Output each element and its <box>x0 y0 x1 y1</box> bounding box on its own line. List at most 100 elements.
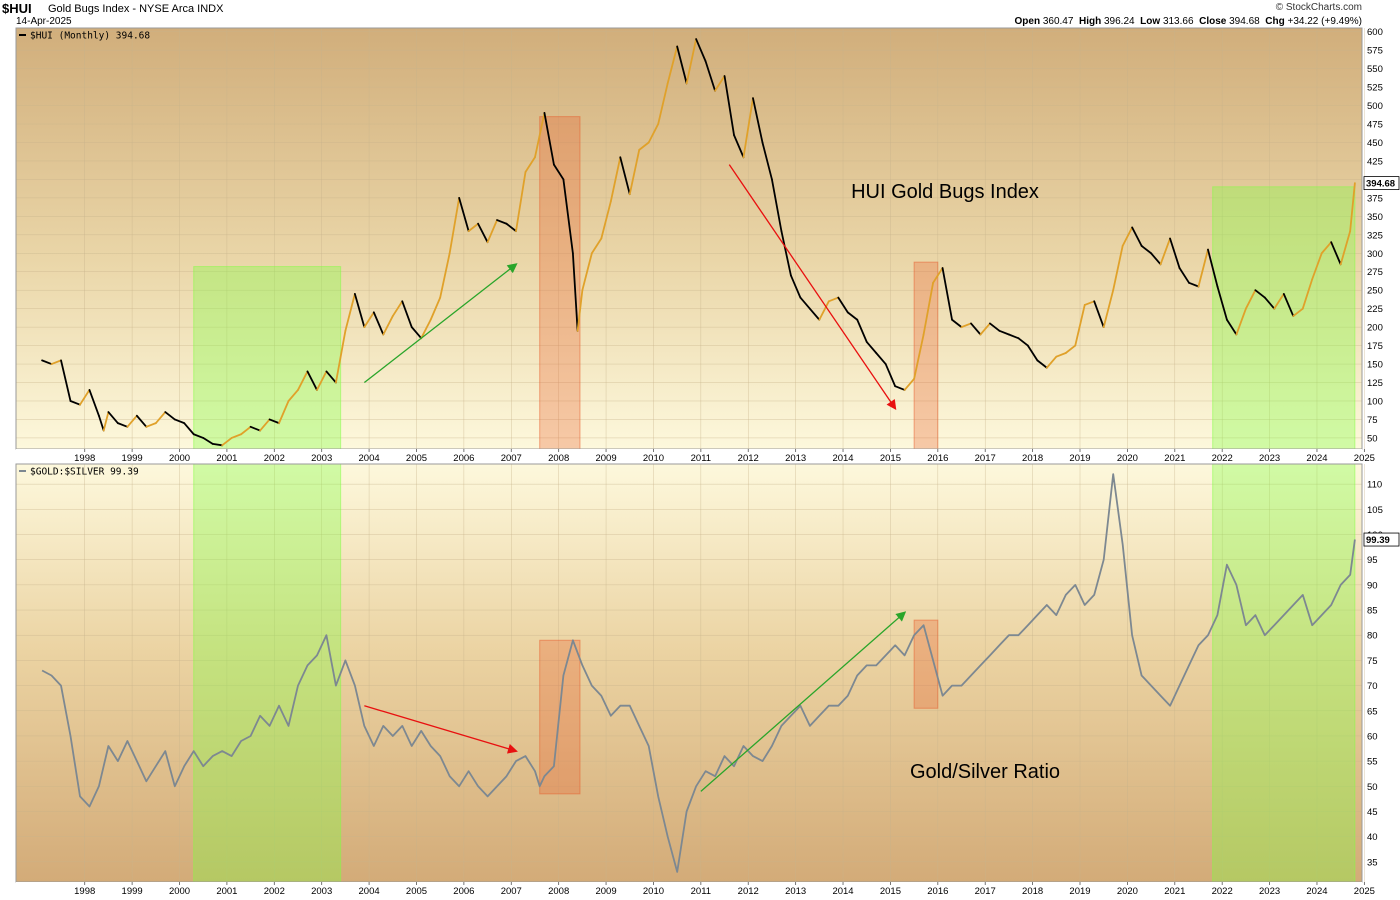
ratio-x-tick-label: 2025 <box>1354 886 1375 897</box>
hui-line-segment <box>363 311 375 329</box>
hui-line-segment <box>410 326 423 340</box>
hui-line-segment <box>1207 248 1219 288</box>
hui-line-segment <box>1263 296 1276 310</box>
hui-line-segment <box>1235 307 1247 336</box>
ratio-y-tick-label: 60 <box>1367 731 1378 742</box>
hui-line-segment <box>571 252 579 332</box>
hui-line-segment <box>515 171 527 233</box>
hui-line-segment <box>1112 244 1124 292</box>
hui-line-segment <box>420 318 432 340</box>
hui-line-segment <box>88 389 100 417</box>
hui-line-segment <box>1330 241 1342 266</box>
hui-line-segment <box>989 322 1001 332</box>
hui-line-segment <box>1188 281 1200 288</box>
hui-line-segment <box>534 112 546 159</box>
hui-line-segment <box>837 296 849 314</box>
ratio-x-tick-label: 2002 <box>264 886 285 897</box>
ratio-y-tick-label: 80 <box>1367 631 1378 642</box>
hui-line-segment <box>41 359 53 365</box>
hui-line-segment <box>1178 267 1190 284</box>
hui-line-segment <box>240 425 252 436</box>
ratio-y-tick-label: 40 <box>1367 832 1378 843</box>
hui-y-tick-label: 600 <box>1367 27 1383 38</box>
hui-line-segment <box>1216 285 1228 321</box>
ratio-x-tick-label: 2017 <box>975 886 996 897</box>
hui-x-tick-label: 2020 <box>1117 453 1138 464</box>
hui-y-tick-label: 150 <box>1367 360 1383 371</box>
ratio-x-tick-label: 2006 <box>453 886 474 897</box>
ratio-line <box>41 473 1356 873</box>
ratio-panel: 3540455055606570758085909510010511099.39… <box>15 463 1400 898</box>
hui-x-tick-label: 2021 <box>1164 453 1185 464</box>
ratio-x-tick-label: 2001 <box>216 886 237 897</box>
ratio-x-tick-label: 1999 <box>122 886 143 897</box>
ratio-last-value-badge <box>1363 532 1400 547</box>
ratio-x-tick-label: 2016 <box>927 886 948 897</box>
hui-y-tick-label: 250 <box>1367 286 1383 297</box>
hui-line-segment <box>344 292 356 332</box>
hui-line-segment <box>316 370 328 391</box>
hui-y-tick-label: 225 <box>1367 304 1383 315</box>
hui-green-zone <box>1212 186 1356 450</box>
hui-y-tick-label: 425 <box>1367 156 1383 167</box>
close-label: Close <box>1199 16 1227 27</box>
hui-x-tick-label: 2006 <box>453 453 474 464</box>
hui-x-tick-label: 2008 <box>548 453 569 464</box>
hui-line-segment <box>372 311 385 336</box>
hui-line-segment <box>1064 344 1077 354</box>
hui-line-segment <box>553 163 565 181</box>
brand-label: © StockCharts.com <box>1275 2 1362 13</box>
hui-line-segment <box>638 141 650 151</box>
ratio-y-tick-label: 70 <box>1367 681 1378 692</box>
hui-line-segment <box>102 411 110 432</box>
hui-line-segment <box>733 134 745 159</box>
hui-line-segment <box>183 422 195 436</box>
hui-line-segment <box>524 156 536 173</box>
ratio-x-tick-label: 2013 <box>785 886 806 897</box>
hui-line-segment <box>211 442 224 447</box>
hui-x-tick-label: 2002 <box>264 453 285 464</box>
hui-y-tick-label: 50 <box>1367 433 1378 444</box>
hui-y-tick-label: 275 <box>1367 267 1383 278</box>
ratio-y-tick-label: 55 <box>1367 757 1378 768</box>
ratio-y-tick-label: 95 <box>1367 555 1378 566</box>
hui-line-segment <box>467 222 479 233</box>
hui-line-segment <box>173 418 186 425</box>
ratio-x-tick-label: 2004 <box>359 886 380 897</box>
hui-line-segment <box>562 178 574 255</box>
ohlc-readout: Open 360.47 High 396.24 Low 313.66 Close… <box>1015 16 1363 27</box>
ratio-x-tick-label: 2015 <box>880 886 901 897</box>
ratio-y-tick-label: 110 <box>1367 480 1382 491</box>
hui-line-segment <box>771 178 783 233</box>
hui-line-segment <box>79 389 91 406</box>
hui-y-tick-label: 575 <box>1367 46 1383 57</box>
hui-x-tick-label: 2019 <box>1069 453 1090 464</box>
hui-line-segment <box>192 433 205 439</box>
hui-line-segment <box>590 237 603 255</box>
hui-line-segment <box>1074 304 1086 347</box>
ratio-y-tick-label: 85 <box>1367 606 1378 617</box>
hui-green-zone <box>193 266 342 450</box>
hui-line-segment <box>951 318 963 329</box>
ratio-green-arrow <box>700 611 907 792</box>
chart-date: 14-Apr-2025 <box>16 16 72 27</box>
close-value: 394.68 <box>1229 16 1260 27</box>
hui-line-segment <box>98 414 105 432</box>
hui-x-tick-label: 2000 <box>169 453 190 464</box>
ratio-x-tick-label: 2011 <box>691 886 711 897</box>
ratio-red-arrow <box>364 705 518 754</box>
hui-line-segment <box>941 267 953 321</box>
hui-panel: 50 75 100 125 150 175 200 225 250 275 300 325 350 375… <box>15 27 1400 464</box>
hui-line-segment <box>1292 307 1304 317</box>
hui-legend: $HUI (Monthly) 394.68 <box>30 31 150 42</box>
hui-line-segment <box>628 148 641 196</box>
hui-y-tick-label: 500 <box>1367 101 1383 112</box>
hui-line-segment <box>742 97 754 159</box>
hui-line-segment <box>723 75 735 136</box>
hui-red-zone <box>913 261 939 450</box>
hui-line-segment <box>496 219 508 225</box>
ratio-y-tick-label: 75 <box>1367 656 1378 667</box>
hui-line-segment <box>1083 300 1096 306</box>
ratio-x-tick-label: 2018 <box>1022 886 1043 897</box>
